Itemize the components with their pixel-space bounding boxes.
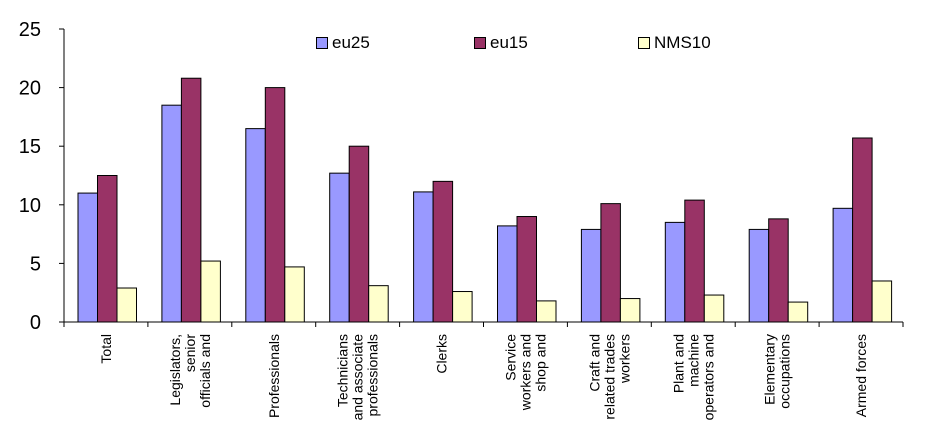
legend-item-eu25: eu25	[316, 33, 370, 53]
legend-swatch-nms10	[638, 37, 650, 49]
legend-label-eu15: eu15	[490, 33, 528, 52]
x-category-label-line: and associate	[350, 334, 366, 421]
x-category-label-line: workers	[616, 334, 632, 384]
bar-nms10-9	[871, 280, 893, 323]
bar-nms10-3	[368, 285, 389, 323]
x-category-label-9: Armed forces	[853, 334, 869, 417]
legend-item-eu15: eu15	[474, 33, 528, 53]
bar-eu15-9	[852, 137, 873, 323]
legend-swatch-eu15	[474, 37, 486, 49]
bar-eu25-4	[413, 191, 434, 323]
x-category-label-line: senior	[182, 334, 198, 372]
bar-eu15-8	[768, 218, 789, 323]
bar-eu15-4	[432, 180, 454, 323]
x-category-label-1: Legislators,seniorofficials and	[167, 334, 213, 408]
y-tick-label-5: 5	[30, 253, 41, 275]
x-category-label-line: Legislators,	[167, 334, 183, 406]
bar-eu25-3	[329, 172, 350, 323]
x-category-label-line: Professionals	[266, 334, 282, 418]
x-category-label-line: related trades	[601, 334, 617, 420]
bar-eu15-1	[180, 77, 202, 323]
bar-eu25-5	[497, 225, 518, 323]
bar-eu25-9	[832, 207, 854, 323]
bar-nms10-7	[703, 294, 725, 323]
bar-nms10-5	[536, 300, 557, 323]
x-category-label-line: machine	[685, 334, 701, 387]
x-category-label-line: Service	[502, 334, 518, 381]
bar-nms10-2	[284, 266, 305, 323]
x-category-label-2: Professionals	[266, 334, 282, 418]
y-tick-label-10: 10	[19, 195, 41, 217]
bar-eu15-5	[516, 216, 537, 323]
y-tick-label-20: 20	[19, 78, 41, 100]
x-category-label-3: Techniciansand associateprofessionals	[335, 334, 381, 421]
legend-label-nms10: NMS10	[654, 33, 711, 52]
bar-eu25-6	[580, 228, 602, 323]
legend-swatch-eu25	[316, 37, 328, 49]
x-category-label-line: occupations	[777, 334, 793, 409]
y-tick-label-15: 15	[19, 136, 41, 158]
y-tick-label-0: 0	[30, 312, 41, 334]
x-category-label-line: Total	[98, 334, 114, 364]
bar-eu15-7	[684, 199, 705, 323]
x-category-label-line: operators and	[700, 334, 716, 420]
bar-nms10-0	[116, 287, 137, 323]
bar-eu25-7	[664, 221, 686, 323]
bar-eu15-3	[348, 145, 370, 323]
x-category-label-5: Serviceworkers andshop and	[502, 334, 548, 411]
bar-nms10-1	[200, 260, 221, 323]
y-tick-label-25: 25	[19, 19, 41, 41]
x-category-label-4: Clerks	[434, 334, 450, 374]
legend-label-eu25: eu25	[332, 33, 370, 52]
x-category-label-line: Armed forces	[853, 334, 869, 417]
x-category-label-line: shop and	[532, 334, 548, 392]
x-category-label-6: Craft andrelated tradesworkers	[586, 334, 632, 420]
x-category-label-line: professionals	[365, 334, 381, 417]
x-category-label-line: officials and	[197, 334, 213, 408]
x-category-label-line: Plant and	[670, 334, 686, 393]
x-category-label-8: Elementaryoccupations	[762, 334, 793, 409]
bar-eu25-0	[77, 192, 98, 323]
x-category-label-0: Total	[98, 334, 114, 364]
bar-eu25-8	[748, 228, 770, 323]
x-category-label-line: Craft and	[586, 334, 602, 392]
x-category-label-line: Clerks	[434, 334, 450, 374]
x-category-label-line: workers and	[517, 334, 533, 411]
x-category-label-line: Technicians	[335, 334, 351, 407]
bar-eu15-0	[97, 175, 118, 323]
x-category-label-line: Elementary	[762, 334, 778, 405]
bar-eu15-6	[600, 203, 621, 323]
bar-nms10-6	[619, 298, 641, 323]
bar-eu25-2	[245, 128, 266, 323]
bar-nms10-4	[452, 291, 473, 323]
x-category-label-7: Plant andmachineoperators and	[670, 334, 716, 421]
legend-item-nms10: NMS10	[638, 33, 711, 53]
bar-eu15-2	[264, 87, 286, 323]
bar-eu25-1	[161, 104, 182, 323]
bar-nms10-8	[787, 301, 809, 323]
